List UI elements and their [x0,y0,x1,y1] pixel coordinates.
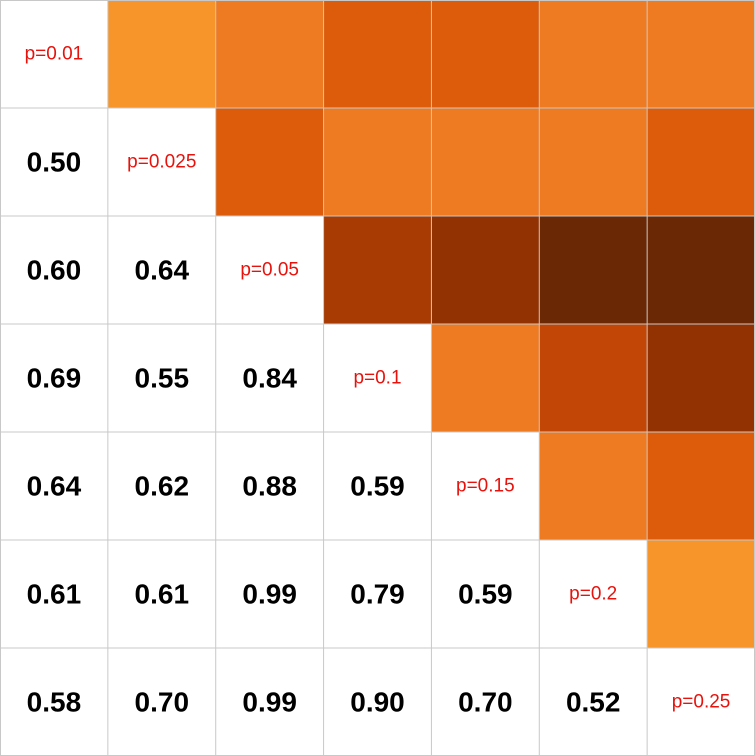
color-cell-0-1 [107,0,216,108]
color-cell-0-2 [215,0,324,108]
value-cell-3-2 [215,324,324,432]
color-cell-2-5 [539,216,648,324]
value-cell-4-2 [215,432,324,540]
color-cell-0-3 [323,0,432,108]
color-cell-0-5 [539,0,648,108]
color-cell-4-5 [539,432,648,540]
value-cell-4-1 [107,432,216,540]
color-cell-1-4 [431,108,540,216]
diagonal-label-6: p=0.25 [672,692,731,713]
diagonal-label-5: p=0.2 [569,584,617,605]
color-cell-1-2 [215,108,324,216]
diagonal-cell-2-2 [215,216,324,324]
value-cell-5-0 [0,540,108,648]
value-label-4-0: 0.64 [27,471,82,502]
color-cell-3-4 [431,324,540,432]
value-label-6-1: 0.70 [135,687,190,718]
value-label-5-1: 0.61 [135,579,190,610]
value-cell-6-4 [431,648,540,756]
value-label-6-0: 0.58 [27,687,82,718]
color-cell-2-4 [431,216,540,324]
diagonal-label-4: p=0.15 [456,476,515,497]
value-label-5-0: 0.61 [27,579,82,610]
value-label-1-0: 0.50 [27,147,82,178]
value-label-2-1: 0.64 [135,255,190,286]
value-label-4-3: 0.59 [350,471,405,502]
value-cell-2-0 [0,216,108,324]
value-cell-6-2 [215,648,324,756]
diagonal-cell-1-1 [107,108,216,216]
value-cell-6-5 [539,648,648,756]
color-cell-1-6 [647,108,755,216]
value-label-3-1: 0.55 [135,363,190,394]
value-cell-1-0 [0,108,108,216]
value-label-6-5: 0.52 [566,687,621,718]
diagonal-label-2: p=0.05 [240,260,299,281]
value-label-6-2: 0.99 [242,687,297,718]
color-cell-4-6 [647,432,755,540]
diagonal-cell-3-3 [323,324,432,432]
value-cell-6-3 [323,648,432,756]
color-cell-0-6 [647,0,755,108]
value-label-5-3: 0.79 [350,579,405,610]
value-cell-5-4 [431,540,540,648]
value-label-4-2: 0.88 [242,471,297,502]
color-cell-2-6 [647,216,755,324]
diagonal-cell-4-4 [431,432,540,540]
value-cell-6-0 [0,648,108,756]
diagonal-cell-6-6 [647,648,755,756]
value-cell-2-1 [107,216,216,324]
diagonal-label-3: p=0.1 [353,368,401,389]
color-cell-3-6 [647,324,755,432]
value-cell-3-0 [0,324,108,432]
value-label-5-2: 0.99 [242,579,297,610]
value-cell-4-3 [323,432,432,540]
color-cell-5-6 [647,540,755,648]
value-label-3-0: 0.69 [27,363,82,394]
value-cell-6-1 [107,648,216,756]
value-cell-5-2 [215,540,324,648]
diagonal-label-0: p=0.01 [25,44,84,65]
value-cell-4-0 [0,432,108,540]
value-label-6-3: 0.90 [350,687,405,718]
color-cell-1-5 [539,108,648,216]
value-label-4-1: 0.62 [135,471,190,502]
value-cell-5-3 [323,540,432,648]
color-cell-1-3 [323,108,432,216]
diagonal-label-1: p=0.025 [127,152,196,173]
diagonal-cell-0-0 [0,0,108,108]
diagonal-cell-5-5 [539,540,648,648]
value-cell-5-1 [107,540,216,648]
value-label-5-4: 0.59 [458,579,513,610]
color-cell-3-5 [539,324,648,432]
value-cell-3-1 [107,324,216,432]
color-cell-0-4 [431,0,540,108]
value-label-6-4: 0.70 [458,687,513,718]
value-label-3-2: 0.84 [242,363,297,394]
color-cell-2-3 [323,216,432,324]
value-label-2-0: 0.60 [27,255,82,286]
